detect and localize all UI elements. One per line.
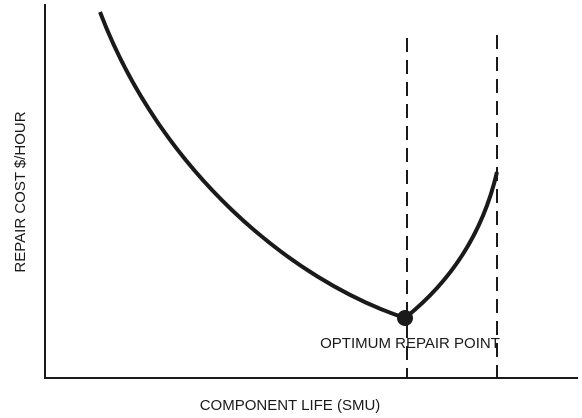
cost-curve <box>98 11 499 321</box>
optimum-point <box>397 310 413 326</box>
x-axis-label: COMPONENT LIFE (SMU) <box>200 397 381 414</box>
annotation: OPTIMUM REPAIR POINT <box>320 335 500 352</box>
y-axis-label: REPAIR COST $/HOUR <box>12 111 29 272</box>
